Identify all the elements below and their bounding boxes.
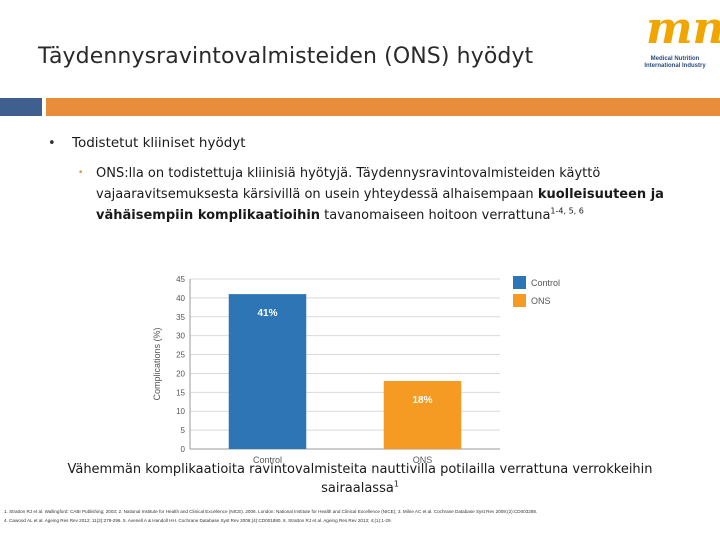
header-band-orange	[46, 98, 720, 116]
legend-swatch-ons	[513, 294, 526, 307]
y-tick-label: 25	[176, 351, 185, 360]
slide-title: Täydennysravintovalmisteiden (ONS) hyödy…	[38, 44, 534, 69]
y-tick-label: 45	[176, 275, 185, 284]
bullet-level2-text: ONS:lla on todistettuja kliinisiä hyötyj…	[96, 163, 696, 226]
chart-caption-superscript: 1	[393, 479, 399, 489]
bullet-level2-after: tavanomaiseen hoitoon verrattuna	[320, 208, 551, 223]
y-tick-label: 20	[176, 369, 185, 378]
y-tick-label: 15	[176, 388, 185, 397]
data-label: 18%	[412, 395, 432, 406]
logo-mark: mni	[646, 3, 720, 54]
bullet-dot-level2: •	[78, 168, 84, 178]
y-tick-label: 0	[181, 445, 186, 454]
bar-ons	[383, 381, 462, 449]
bullet-level1-text: Todistetut kliiniset hyödyt	[72, 135, 246, 151]
reference-line-1: 1. Stratton RJ et al. Wallingford: CABI …	[4, 509, 538, 514]
chart-caption-text: Vähemmän komplikaatioita ravintovalmiste…	[67, 462, 653, 496]
bar-control	[228, 294, 307, 449]
header-band-blue	[0, 98, 42, 116]
chart-caption: Vähemmän komplikaatioita ravintovalmiste…	[60, 460, 660, 498]
logo-line-1: Medical Nutrition	[650, 56, 700, 62]
data-label: 41%	[257, 308, 277, 319]
y-tick-label: 40	[176, 294, 185, 303]
bullet-level2-superscript: 1-4, 5, 6	[550, 206, 584, 216]
reference-line-2: 4. Cawood AL et al. Ageing Res Rev 2012;…	[4, 518, 392, 523]
references: 1. Stratton RJ et al. Wallingford: CABI …	[4, 507, 716, 525]
y-tick-label: 35	[176, 313, 185, 322]
bullet-dot-level1: •	[48, 136, 56, 151]
bullet-level2-bold: kuolleisuuteen ja vähäisempiin komplikaa…	[96, 187, 664, 223]
y-tick-label: 30	[176, 332, 185, 341]
company-logo: mni Medical Nutrition International Indu…	[640, 3, 720, 96]
logo-line-2: International Industry	[644, 63, 706, 69]
y-tick-label: 5	[181, 426, 186, 435]
legend-label: Control	[531, 278, 560, 288]
bullet-level2-plain: ONS:lla on todistettuja kliinisiä hyötyj…	[96, 166, 601, 202]
legend-label: ONS	[531, 296, 551, 306]
legend-swatch-control	[513, 276, 526, 289]
logo-caption: Medical Nutrition International Industry	[640, 56, 710, 70]
y-tick-label: 10	[176, 407, 185, 416]
y-axis-label: Complications (%)	[152, 327, 162, 400]
